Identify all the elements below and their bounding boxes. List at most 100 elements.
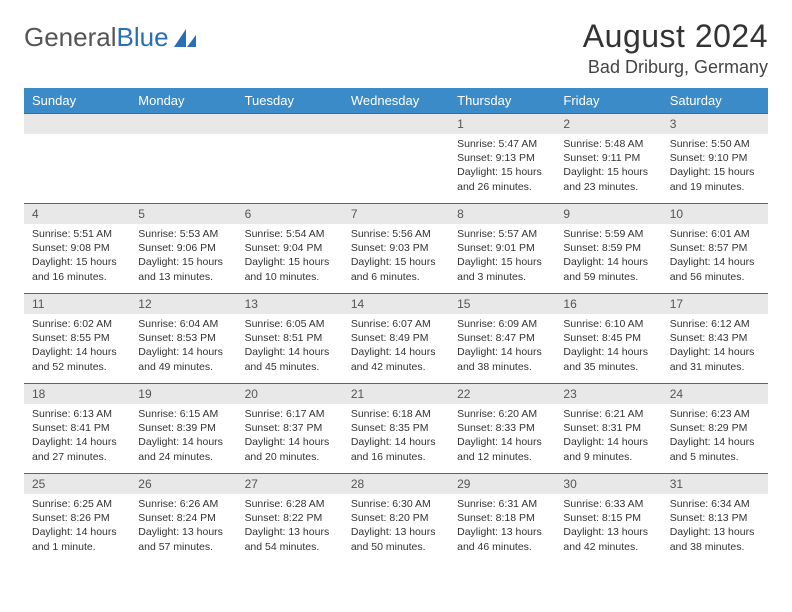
day-number: 4 xyxy=(24,204,130,224)
sunrise-text: Sunrise: 6:13 AM xyxy=(32,407,122,421)
cell-body: Sunrise: 6:01 AMSunset: 8:57 PMDaylight:… xyxy=(662,224,768,290)
calendar-cell: 15Sunrise: 6:09 AMSunset: 8:47 PMDayligh… xyxy=(449,294,555,384)
day-number-empty xyxy=(237,114,343,134)
sunrise-text: Sunrise: 6:31 AM xyxy=(457,497,547,511)
cell-body: Sunrise: 6:04 AMSunset: 8:53 PMDaylight:… xyxy=(130,314,236,380)
cell-body: Sunrise: 6:09 AMSunset: 8:47 PMDaylight:… xyxy=(449,314,555,380)
sunrise-text: Sunrise: 6:04 AM xyxy=(138,317,228,331)
sunset-text: Sunset: 8:47 PM xyxy=(457,331,547,345)
cell-body: Sunrise: 6:30 AMSunset: 8:20 PMDaylight:… xyxy=(343,494,449,560)
daylight-text: Daylight: 13 hours and 46 minutes. xyxy=(457,525,547,553)
sunrise-text: Sunrise: 5:48 AM xyxy=(563,137,653,151)
day-number: 1 xyxy=(449,114,555,134)
daylight-text: Daylight: 15 hours and 23 minutes. xyxy=(563,165,653,193)
sunset-text: Sunset: 8:57 PM xyxy=(670,241,760,255)
sunset-text: Sunset: 9:04 PM xyxy=(245,241,335,255)
location: Bad Driburg, Germany xyxy=(583,57,768,78)
day-number: 31 xyxy=(662,474,768,494)
sunset-text: Sunset: 8:55 PM xyxy=(32,331,122,345)
cell-body: Sunrise: 6:07 AMSunset: 8:49 PMDaylight:… xyxy=(343,314,449,380)
daylight-text: Daylight: 15 hours and 26 minutes. xyxy=(457,165,547,193)
cell-body: Sunrise: 6:02 AMSunset: 8:55 PMDaylight:… xyxy=(24,314,130,380)
calendar-cell: 19Sunrise: 6:15 AMSunset: 8:39 PMDayligh… xyxy=(130,384,236,474)
calendar-cell: 22Sunrise: 6:20 AMSunset: 8:33 PMDayligh… xyxy=(449,384,555,474)
day-number: 23 xyxy=(555,384,661,404)
cell-body: Sunrise: 6:20 AMSunset: 8:33 PMDaylight:… xyxy=(449,404,555,470)
weekday-header: Friday xyxy=(555,88,661,114)
sunrise-text: Sunrise: 6:15 AM xyxy=(138,407,228,421)
sunrise-text: Sunrise: 6:10 AM xyxy=(563,317,653,331)
calendar-cell: 20Sunrise: 6:17 AMSunset: 8:37 PMDayligh… xyxy=(237,384,343,474)
logo: GeneralBlue xyxy=(24,22,198,53)
calendar-table: SundayMondayTuesdayWednesdayThursdayFrid… xyxy=(24,88,768,564)
logo-sail-icon xyxy=(172,27,198,49)
day-number: 25 xyxy=(24,474,130,494)
sunrise-text: Sunrise: 6:05 AM xyxy=(245,317,335,331)
calendar-cell: 1Sunrise: 5:47 AMSunset: 9:13 PMDaylight… xyxy=(449,114,555,204)
sunset-text: Sunset: 8:59 PM xyxy=(563,241,653,255)
cell-body: Sunrise: 6:13 AMSunset: 8:41 PMDaylight:… xyxy=(24,404,130,470)
calendar-cell: 25Sunrise: 6:25 AMSunset: 8:26 PMDayligh… xyxy=(24,474,130,564)
cell-body: Sunrise: 6:33 AMSunset: 8:15 PMDaylight:… xyxy=(555,494,661,560)
sunset-text: Sunset: 9:10 PM xyxy=(670,151,760,165)
daylight-text: Daylight: 15 hours and 10 minutes. xyxy=(245,255,335,283)
sunset-text: Sunset: 9:11 PM xyxy=(563,151,653,165)
calendar-week-row: 25Sunrise: 6:25 AMSunset: 8:26 PMDayligh… xyxy=(24,474,768,564)
daylight-text: Daylight: 14 hours and 31 minutes. xyxy=(670,345,760,373)
cell-body: Sunrise: 5:53 AMSunset: 9:06 PMDaylight:… xyxy=(130,224,236,290)
daylight-text: Daylight: 13 hours and 38 minutes. xyxy=(670,525,760,553)
weekday-header: Monday xyxy=(130,88,236,114)
calendar-week-row: 4Sunrise: 5:51 AMSunset: 9:08 PMDaylight… xyxy=(24,204,768,294)
day-number-empty xyxy=(130,114,236,134)
daylight-text: Daylight: 14 hours and 42 minutes. xyxy=(351,345,441,373)
sunrise-text: Sunrise: 6:26 AM xyxy=(138,497,228,511)
sunrise-text: Sunrise: 6:20 AM xyxy=(457,407,547,421)
cell-body: Sunrise: 5:57 AMSunset: 9:01 PMDaylight:… xyxy=(449,224,555,290)
calendar-cell xyxy=(130,114,236,204)
daylight-text: Daylight: 14 hours and 24 minutes. xyxy=(138,435,228,463)
cell-body: Sunrise: 6:31 AMSunset: 8:18 PMDaylight:… xyxy=(449,494,555,560)
day-number: 2 xyxy=(555,114,661,134)
sunrise-text: Sunrise: 5:56 AM xyxy=(351,227,441,241)
sunrise-text: Sunrise: 6:01 AM xyxy=(670,227,760,241)
calendar-cell: 29Sunrise: 6:31 AMSunset: 8:18 PMDayligh… xyxy=(449,474,555,564)
day-number: 17 xyxy=(662,294,768,314)
sunrise-text: Sunrise: 6:23 AM xyxy=(670,407,760,421)
calendar-cell: 8Sunrise: 5:57 AMSunset: 9:01 PMDaylight… xyxy=(449,204,555,294)
weekday-header: Tuesday xyxy=(237,88,343,114)
sunset-text: Sunset: 8:51 PM xyxy=(245,331,335,345)
sunrise-text: Sunrise: 6:30 AM xyxy=(351,497,441,511)
cell-body: Sunrise: 5:50 AMSunset: 9:10 PMDaylight:… xyxy=(662,134,768,200)
sunset-text: Sunset: 8:37 PM xyxy=(245,421,335,435)
day-number-empty xyxy=(24,114,130,134)
sunrise-text: Sunrise: 6:21 AM xyxy=(563,407,653,421)
cell-body: Sunrise: 6:05 AMSunset: 8:51 PMDaylight:… xyxy=(237,314,343,380)
daylight-text: Daylight: 15 hours and 13 minutes. xyxy=(138,255,228,283)
sunset-text: Sunset: 8:43 PM xyxy=(670,331,760,345)
cell-body: Sunrise: 6:23 AMSunset: 8:29 PMDaylight:… xyxy=(662,404,768,470)
calendar-cell: 28Sunrise: 6:30 AMSunset: 8:20 PMDayligh… xyxy=(343,474,449,564)
calendar-cell: 21Sunrise: 6:18 AMSunset: 8:35 PMDayligh… xyxy=(343,384,449,474)
day-number: 20 xyxy=(237,384,343,404)
calendar-cell: 7Sunrise: 5:56 AMSunset: 9:03 PMDaylight… xyxy=(343,204,449,294)
calendar-cell: 23Sunrise: 6:21 AMSunset: 8:31 PMDayligh… xyxy=(555,384,661,474)
daylight-text: Daylight: 14 hours and 59 minutes. xyxy=(563,255,653,283)
title-block: August 2024 Bad Driburg, Germany xyxy=(583,18,768,78)
calendar-cell: 16Sunrise: 6:10 AMSunset: 8:45 PMDayligh… xyxy=(555,294,661,384)
sunrise-text: Sunrise: 5:53 AM xyxy=(138,227,228,241)
day-number: 27 xyxy=(237,474,343,494)
sunrise-text: Sunrise: 6:17 AM xyxy=(245,407,335,421)
calendar-cell: 30Sunrise: 6:33 AMSunset: 8:15 PMDayligh… xyxy=(555,474,661,564)
day-number: 21 xyxy=(343,384,449,404)
sunrise-text: Sunrise: 5:54 AM xyxy=(245,227,335,241)
cell-body: Sunrise: 6:21 AMSunset: 8:31 PMDaylight:… xyxy=(555,404,661,470)
daylight-text: Daylight: 14 hours and 49 minutes. xyxy=(138,345,228,373)
sunset-text: Sunset: 8:20 PM xyxy=(351,511,441,525)
day-number: 26 xyxy=(130,474,236,494)
header: GeneralBlue August 2024 Bad Driburg, Ger… xyxy=(24,18,768,78)
daylight-text: Daylight: 14 hours and 52 minutes. xyxy=(32,345,122,373)
daylight-text: Daylight: 14 hours and 35 minutes. xyxy=(563,345,653,373)
weekday-header: Thursday xyxy=(449,88,555,114)
sunset-text: Sunset: 8:35 PM xyxy=(351,421,441,435)
daylight-text: Daylight: 14 hours and 5 minutes. xyxy=(670,435,760,463)
